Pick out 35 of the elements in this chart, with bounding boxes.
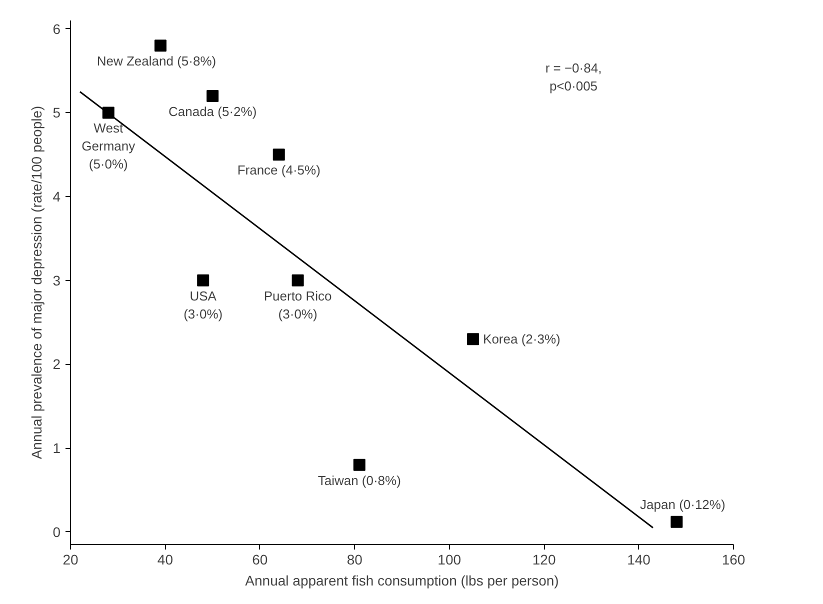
- annotation: USA (3·0%): [184, 288, 223, 322]
- point: [272, 148, 285, 161]
- y-tick-label: 0: [52, 524, 61, 540]
- point: [467, 333, 480, 346]
- point: [670, 516, 683, 528]
- y-tick-label: 1: [52, 440, 61, 456]
- annotation: France (4·5%): [237, 162, 320, 178]
- x-tick-label: 160: [722, 552, 746, 568]
- annotation: Canada (5·2%): [168, 104, 257, 119]
- x-tick-label: 100: [438, 552, 462, 568]
- x-axis-title: Annual apparent fish consumption (lbs per person): [245, 572, 559, 588]
- y-tick-label: 2: [52, 356, 61, 372]
- point: [292, 274, 304, 286]
- x-tick-label: 40: [157, 552, 174, 568]
- point: [154, 40, 166, 52]
- annotation: Japan (0·12%): [640, 496, 726, 512]
- annotation: r = −0·84, p<0·005: [545, 60, 602, 94]
- y-tick-label: 5: [52, 104, 61, 121]
- annotation: Taiwan (0·8%): [318, 472, 401, 488]
- annotation: West Germany (5·0%): [82, 120, 136, 172]
- x-tick-label: 120: [532, 552, 556, 568]
- x-tick-label: 60: [252, 552, 268, 568]
- x-tick-label: 20: [62, 552, 78, 568]
- point: [353, 458, 366, 471]
- annotation: Korea (2·3%): [483, 332, 560, 347]
- annotation: Puerto Rico (3·0%): [264, 288, 332, 322]
- annotation: New Zealand (5·8%): [96, 54, 216, 69]
- point: [206, 90, 219, 102]
- y-tick-label: 3: [52, 272, 61, 288]
- y-tick-label: 6: [52, 20, 61, 37]
- y-tick-label: 4: [52, 188, 61, 205]
- point: [197, 274, 210, 286]
- x-tick-label: 140: [627, 552, 651, 568]
- y-axis-title: Annual prevalence of major depression (rate/100 people): [28, 106, 45, 460]
- x-tick-label: 80: [346, 552, 363, 568]
